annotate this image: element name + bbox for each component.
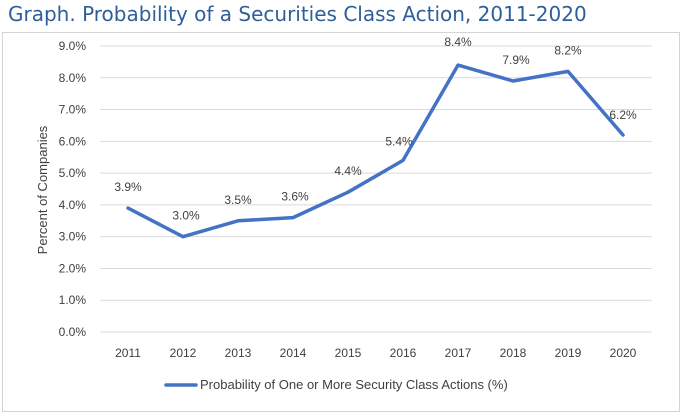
x-tick-label: 2011: [115, 346, 141, 360]
data-label: 3.0%: [172, 209, 200, 223]
x-tick-labels: 2011 2012 2013 2014 2015 2016 2017 2018 2019 2020: [115, 346, 637, 360]
y-tick-label: 8.0%: [59, 71, 87, 85]
chart-title: Graph. Probability of a Securities Class…: [8, 2, 587, 26]
x-tick-label: 2020: [610, 346, 637, 360]
x-tick-label: 2014: [280, 346, 307, 360]
data-label: 3.9%: [114, 180, 142, 194]
y-tick-label: 2.0%: [59, 261, 87, 275]
x-tick-label: 2012: [170, 346, 197, 360]
data-label: 3.5%: [224, 193, 252, 207]
data-labels: 3.9% 3.0% 3.5% 3.6% 4.4% 5.4% 8.4% 7.9% 8.2% 6.2%: [114, 35, 637, 223]
legend-label: Probability of One or More Security Clas…: [200, 377, 508, 392]
chart-area: [2, 32, 680, 412]
data-label: 8.4%: [444, 35, 472, 49]
x-tick-label: 2016: [390, 346, 417, 360]
y-tick-label: 9.0%: [59, 39, 87, 53]
x-tick-label: 2015: [335, 346, 362, 360]
y-axis-title: Percent of Companies: [35, 125, 50, 254]
data-label: 7.9%: [502, 53, 530, 67]
x-tick-label: 2017: [445, 346, 472, 360]
x-tick-label: 2018: [500, 346, 527, 360]
y-tick-label: 0.0%: [59, 325, 87, 339]
data-label: 8.2%: [554, 43, 582, 57]
y-tick-label: 7.0%: [59, 103, 87, 117]
y-tick-label: 1.0%: [59, 293, 87, 307]
y-tick-label: 5.0%: [59, 166, 87, 180]
gridlines: [100, 45, 652, 333]
y-tick-labels: 0.0% 1.0% 2.0% 3.0% 4.0% 5.0% 6.0% 7.0% 8.0% 9.0%: [59, 39, 87, 339]
y-tick-label: 4.0%: [59, 198, 87, 212]
data-label: 6.2%: [609, 108, 637, 122]
x-tick-label: 2019: [555, 346, 582, 360]
series-layer: [126, 63, 625, 239]
y-tick-label: 6.0%: [59, 134, 87, 148]
y-tick-label: 3.0%: [59, 230, 87, 244]
series-line: [126, 63, 625, 239]
data-label: 3.6%: [281, 190, 309, 204]
legend: Probability of One or More Security Clas…: [164, 377, 508, 392]
data-label: 4.4%: [334, 164, 362, 178]
x-tick-label: 2013: [225, 346, 252, 360]
data-label: 5.4%: [385, 134, 413, 148]
